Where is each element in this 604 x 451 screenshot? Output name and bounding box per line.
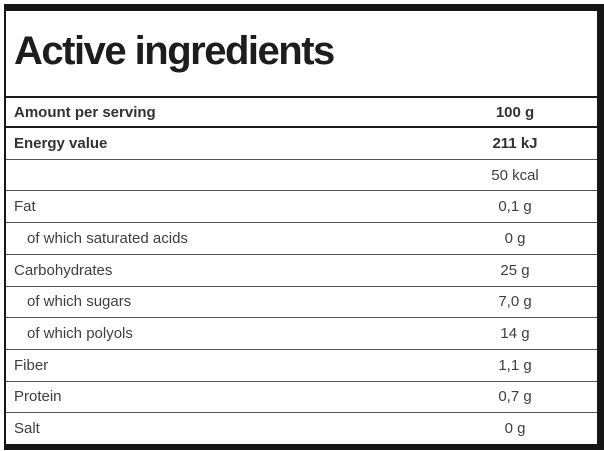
row-value: 7,0 g: [498, 293, 532, 311]
row-value: 1,1 g: [498, 356, 532, 374]
serving-header-label: Amount per serving: [14, 103, 156, 121]
row-value: 211 kJ: [492, 134, 538, 152]
label-title: Active ingredients: [14, 29, 335, 73]
table-row: Energy value 211 kJ: [6, 128, 597, 160]
label-title-block: Active ingredients: [6, 11, 597, 98]
table-row: of which sugars 7,0 g: [6, 287, 597, 319]
serving-header-row: Amount per serving 100 g: [6, 98, 597, 128]
table-row: Fat 0,1 g: [6, 191, 597, 224]
row-label: Energy value: [14, 134, 108, 152]
row-label: of which sugars: [27, 293, 132, 311]
row-label: Salt: [14, 420, 40, 438]
serving-header-value: 100 g: [495, 103, 535, 121]
row-label: Fiber: [14, 356, 49, 374]
row-label: of which saturated acids: [27, 229, 188, 247]
row-value: 0,7 g: [498, 388, 532, 406]
row-value: 0 g: [504, 420, 526, 438]
row-value: 14 g: [500, 325, 530, 343]
row-label: Protein: [14, 388, 62, 406]
table-row: 50 kcal: [6, 160, 597, 192]
row-value: 25 g: [500, 261, 530, 279]
table-row: Carbohydrates 25 g: [6, 255, 597, 287]
table-row: Fiber 1,1 g: [6, 350, 597, 382]
row-value: 50 kcal: [491, 166, 539, 184]
row-label: of which polyols: [27, 325, 133, 343]
nutrition-label: Active ingredients Amount per serving 10…: [4, 4, 604, 450]
row-value: 0 g: [504, 229, 526, 247]
row-value: 0,1 g: [498, 198, 532, 216]
row-label: Carbohydrates: [14, 261, 113, 279]
table-row: of which saturated acids 0 g: [6, 223, 597, 255]
row-label: Fat: [14, 198, 36, 216]
table-row: Salt 0 g: [6, 413, 597, 444]
table-row: Protein 0,7 g: [6, 382, 597, 414]
table-row: of which polyols 14 g: [6, 318, 597, 350]
nutrition-rows: Energy value 211 kJ 50 kcal Fat 0,1 g of…: [6, 128, 597, 444]
